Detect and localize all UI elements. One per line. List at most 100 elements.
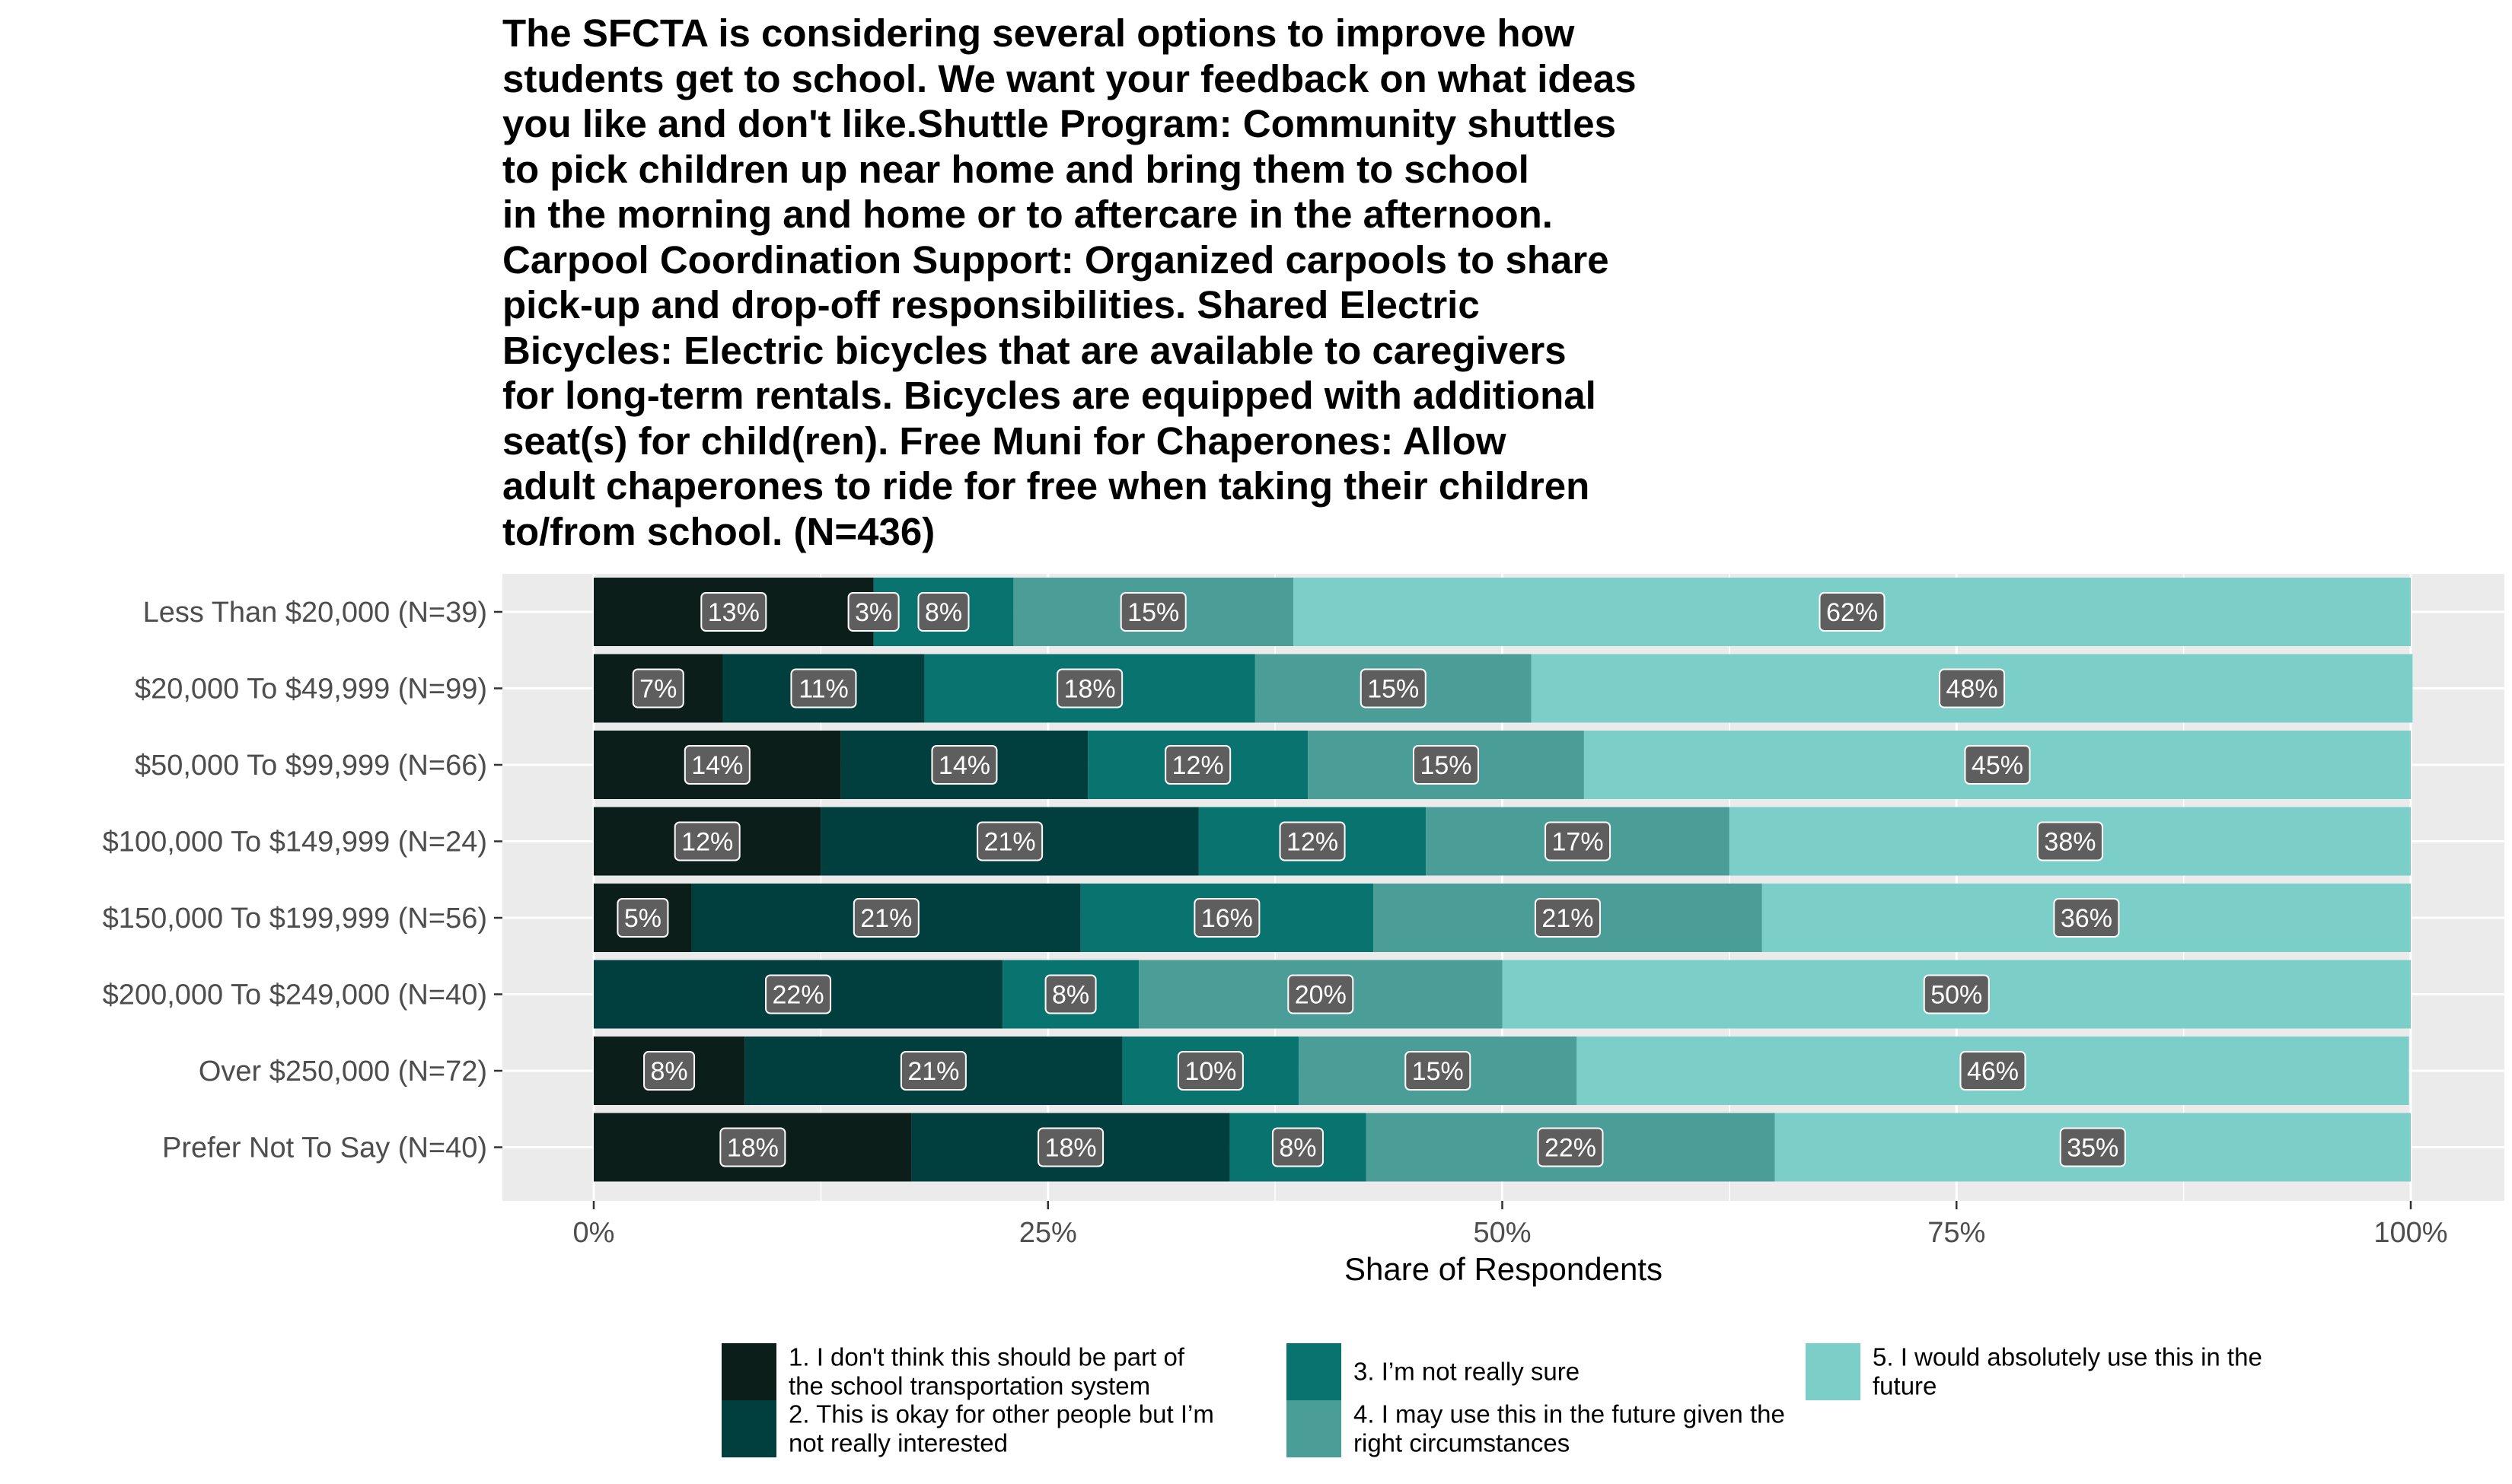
legend-key: [722, 1343, 776, 1400]
data-label: 11%: [790, 668, 857, 709]
x-axis: 0% 25% 50% 75% 100%: [573, 1201, 2448, 1249]
data-label-text: 21%: [984, 828, 1036, 857]
data-label-text: 22%: [773, 981, 824, 1010]
y-tick-label: $100,000 To $149,999 (N=24): [103, 826, 487, 858]
data-label: 22%: [1537, 1127, 1604, 1167]
x-tick-label: 50%: [1473, 1217, 1531, 1249]
data-label: 62%: [1819, 592, 1886, 632]
data-label-text: 35%: [2067, 1134, 2118, 1163]
data-label-text: 15%: [1412, 1057, 1464, 1086]
data-label: 12%: [674, 821, 741, 861]
x-tick-label: 100%: [2373, 1217, 2447, 1249]
legend: 1. I don't think this should be part of t…: [722, 1343, 2262, 1457]
data-label-box: [1044, 974, 1097, 1014]
data-label-box: [674, 821, 741, 861]
y-tick-label: Less Than $20,000 (N=39): [143, 597, 487, 629]
data-label: 8%: [1044, 974, 1097, 1014]
data-label: 38%: [2036, 821, 2103, 861]
data-label-text: 8%: [650, 1057, 687, 1086]
data-label-box: [900, 1051, 967, 1091]
data-label-text: 50%: [1930, 981, 1982, 1010]
data-label-text: 8%: [925, 598, 962, 627]
data-label-box: [931, 745, 998, 785]
x-tick-label: 25%: [1019, 1217, 1077, 1249]
data-label-text: 38%: [2044, 828, 2096, 857]
data-label-box: [2053, 898, 2120, 938]
data-label: 20%: [1287, 974, 1354, 1014]
data-label-box: [1165, 745, 1232, 785]
data-label: 46%: [1959, 1051, 2026, 1091]
data-label-box: [1413, 745, 1480, 785]
legend-item: 5. I would absolutely use this in the fut…: [1806, 1343, 2262, 1400]
legend-label: 5. I would absolutely use this in the fut…: [1873, 1343, 2262, 1400]
data-label: 50%: [1923, 974, 1990, 1014]
data-label-text: 15%: [1127, 598, 1179, 627]
y-tick-label: $50,000 To $99,999 (N=66): [135, 750, 487, 782]
data-label: 15%: [1404, 1051, 1471, 1091]
data-label: 3%: [847, 592, 900, 632]
data-label-text: 12%: [1172, 751, 1224, 780]
data-label-text: 3%: [855, 598, 892, 627]
data-label-text: 45%: [1972, 751, 2023, 780]
data-label-box: [1544, 821, 1611, 861]
data-label-box: [1537, 1127, 1604, 1167]
data-label-box: [2059, 1127, 2126, 1167]
data-label-box: [2036, 821, 2103, 861]
data-label-text: 12%: [681, 828, 733, 857]
data-label-box: [1057, 668, 1124, 709]
data-label: 45%: [1964, 745, 2031, 785]
data-label: 12%: [1279, 821, 1346, 861]
data-label-text: 8%: [1279, 1134, 1316, 1163]
data-label: 36%: [2053, 898, 2120, 938]
data-label-box: [790, 668, 857, 709]
data-label-text: 21%: [860, 904, 912, 933]
data-label-box: [700, 592, 767, 632]
data-label: 5%: [617, 898, 669, 938]
data-label-box: [719, 1127, 786, 1167]
data-label-box: [1279, 821, 1346, 861]
legend-label: 4. I may use this in the future given th…: [1353, 1400, 1785, 1457]
legend-item: 1. I don't think this should be part of t…: [722, 1343, 1185, 1400]
x-tick-label: 0%: [573, 1217, 615, 1249]
data-label-text: 36%: [2061, 904, 2112, 933]
data-label: 8%: [917, 592, 970, 632]
data-label: 21%: [900, 1051, 967, 1091]
data-label-box: [1964, 745, 2031, 785]
data-label-text: 21%: [1541, 904, 1593, 933]
data-label: 16%: [1194, 898, 1261, 938]
data-label: 10%: [1177, 1051, 1244, 1091]
data-label: 18%: [1057, 668, 1124, 709]
data-label-box: [632, 668, 684, 709]
data-label: 18%: [719, 1127, 786, 1167]
data-label: 21%: [977, 821, 1044, 861]
data-label: 7%: [632, 668, 684, 709]
data-label-box: [1939, 668, 2006, 709]
data-label-text: 12%: [1286, 828, 1338, 857]
legend-label: 3. I’m not really sure: [1353, 1358, 1580, 1386]
data-label-box: [643, 1051, 696, 1091]
x-tick-label: 75%: [1927, 1217, 1985, 1249]
data-label-box: [1194, 898, 1261, 938]
data-label-box: [1819, 592, 1886, 632]
legend-label: 2. This is okay for other people but I’m…: [789, 1400, 1214, 1457]
data-label-box: [1287, 974, 1354, 1014]
data-label-text: 17%: [1552, 828, 1604, 857]
data-label: 14%: [931, 745, 998, 785]
data-label-text: 5%: [624, 904, 661, 933]
legend-key: [1806, 1343, 1860, 1400]
data-label-text: 48%: [1946, 675, 1998, 704]
data-label-text: 10%: [1184, 1057, 1236, 1086]
legend-label: 1. I don't think this should be part of t…: [789, 1343, 1185, 1400]
data-label-box: [853, 898, 920, 938]
data-label-text: 22%: [1544, 1134, 1596, 1163]
data-label: 15%: [1413, 745, 1480, 785]
data-label-text: 15%: [1367, 675, 1419, 704]
data-label-box: [1923, 974, 1990, 1014]
data-label-box: [1534, 898, 1601, 938]
data-label: 13%: [700, 592, 767, 632]
data-label-text: 18%: [1064, 675, 1116, 704]
data-label-text: 18%: [1045, 1134, 1097, 1163]
data-label-box: [765, 974, 832, 1014]
data-label-box: [977, 821, 1044, 861]
